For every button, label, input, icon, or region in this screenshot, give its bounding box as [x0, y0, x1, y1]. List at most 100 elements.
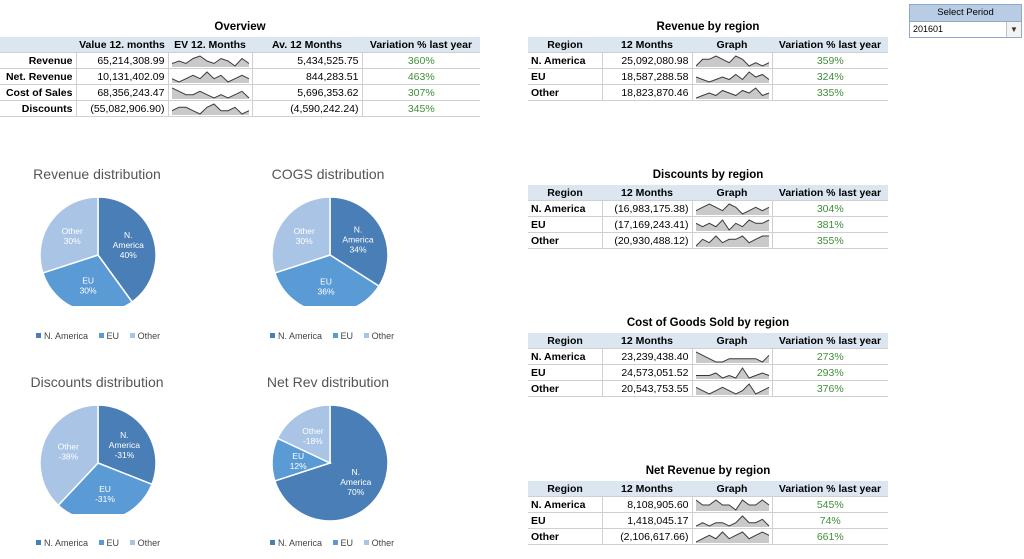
sparkline-cell[interactable]	[692, 348, 773, 365]
value-cell[interactable]: 20,543,753.55	[602, 380, 693, 397]
variation-cell[interactable]: 381%	[772, 216, 888, 233]
value-cell[interactable]: (17,169,243.41)	[602, 216, 693, 233]
sparkline-cell[interactable]	[692, 200, 773, 217]
period-selector[interactable]: Select Period 201601 ▼	[909, 4, 1022, 38]
sparkline-cell[interactable]	[692, 528, 773, 545]
variation-cell[interactable]: 661%	[772, 528, 888, 545]
value-cell[interactable]: 24,573,051.52	[602, 364, 693, 381]
variation-cell[interactable]: 304%	[772, 200, 888, 217]
period-dropdown[interactable]: 201601 ▼	[910, 21, 1021, 37]
sparkline-cell[interactable]	[168, 84, 253, 101]
region-cell[interactable]: N. America	[528, 52, 603, 69]
sparkline-cell[interactable]	[692, 232, 773, 249]
pie-slice-eu[interactable]	[273, 254, 381, 306]
region-cell[interactable]: N. America	[528, 496, 603, 513]
value-cell[interactable]: (20,930,488.12)	[602, 232, 693, 249]
region-cell[interactable]: Other	[528, 528, 603, 545]
value-cell[interactable]: 1,418,045.17	[602, 512, 693, 529]
table-row[interactable]: Discounts (55,082,906.90) (4,590,242.24)…	[0, 100, 480, 117]
region-cell[interactable]: Other	[528, 380, 603, 397]
sparkline-cell[interactable]	[692, 68, 773, 85]
value-cell[interactable]: (55,082,906.90)	[76, 100, 169, 117]
value-cell[interactable]: 18,587,288.58	[602, 68, 693, 85]
value-cell[interactable]: (2,106,617.66)	[602, 528, 693, 545]
variation-cell[interactable]: 463%	[362, 68, 480, 85]
pie-slice-other[interactable]	[39, 404, 99, 507]
table-row[interactable]: N. America 23,239,438.40 273%	[528, 348, 888, 365]
table-row[interactable]: Cost of Sales 68,356,243.47 5,696,353.62…	[0, 84, 480, 101]
variation-cell[interactable]: 376%	[772, 380, 888, 397]
region-cell[interactable]: EU	[528, 512, 603, 529]
chevron-down-icon[interactable]: ▼	[1006, 22, 1021, 37]
table-row[interactable]: N. America 25,092,080.98 359%	[528, 52, 888, 69]
variation-cell[interactable]: 545%	[772, 496, 888, 513]
table-row[interactable]: Net. Revenue 10,131,402.09 844,283.51 46…	[0, 68, 480, 85]
sparkline-cell[interactable]	[692, 52, 773, 69]
variation-cell[interactable]: 359%	[772, 52, 888, 69]
variation-cell[interactable]: 355%	[772, 232, 888, 249]
avg-cell[interactable]: 5,696,353.62	[252, 84, 363, 101]
row-label[interactable]: Revenue	[0, 52, 77, 69]
sparkline-cell[interactable]	[692, 364, 773, 381]
sparkline-cell[interactable]	[692, 496, 773, 513]
row-label[interactable]: Cost of Sales	[0, 84, 77, 101]
region-cell[interactable]: N. America	[528, 200, 603, 217]
pie-slice-n-america[interactable]	[97, 196, 157, 303]
value-cell[interactable]: 65,214,308.99	[76, 52, 169, 69]
region-cell[interactable]: EU	[528, 364, 603, 381]
pie-slice-other[interactable]	[271, 196, 331, 274]
table-row[interactable]: Other (20,930,488.12) 355%	[528, 232, 888, 249]
pie-slice-label: EU 12%	[290, 451, 307, 471]
table-row[interactable]: EU 18,587,288.58 324%	[528, 68, 888, 85]
sparkline-cell[interactable]	[692, 512, 773, 529]
value-cell[interactable]: 68,356,243.47	[76, 84, 169, 101]
variation-cell[interactable]: 307%	[362, 84, 480, 101]
legend-swatch-n-america	[270, 540, 275, 545]
pie-slice-label: N. America 70%	[340, 467, 371, 497]
row-label[interactable]: Discounts	[0, 100, 77, 117]
variation-cell[interactable]: 74%	[772, 512, 888, 529]
table-row[interactable]: EU 24,573,051.52 293%	[528, 364, 888, 381]
pie-slice-other[interactable]	[276, 404, 331, 465]
sparkline-cell[interactable]	[168, 100, 253, 117]
sparkline-cell[interactable]	[168, 68, 253, 85]
region-cell[interactable]: EU	[528, 216, 603, 233]
sparkline-cell[interactable]	[692, 84, 773, 101]
table-row[interactable]: Other (2,106,617.66) 661%	[528, 528, 888, 545]
value-cell[interactable]: 23,239,438.40	[602, 348, 693, 365]
table-row[interactable]: Other 18,823,870.46 335%	[528, 84, 888, 101]
row-label[interactable]: Net. Revenue	[0, 68, 77, 85]
sparkline-cell[interactable]	[168, 52, 253, 69]
sparkline-cell[interactable]	[692, 380, 773, 397]
avg-cell[interactable]: 5,434,525.75	[252, 52, 363, 69]
region-cell[interactable]: N. America	[528, 348, 603, 365]
pie-slice-other[interactable]	[39, 196, 99, 274]
pie-slice-n-america[interactable]	[97, 404, 157, 486]
value-cell[interactable]: 10,131,402.09	[76, 68, 169, 85]
table-row[interactable]: EU (17,169,243.41) 381%	[528, 216, 888, 233]
pie-slice-eu[interactable]	[57, 462, 153, 514]
variation-cell[interactable]: 360%	[362, 52, 480, 69]
value-cell[interactable]: 8,108,905.60	[602, 496, 693, 513]
avg-cell[interactable]: 844,283.51	[252, 68, 363, 85]
region-cell[interactable]: Other	[528, 232, 603, 249]
value-cell[interactable]: (16,983,175.38)	[602, 200, 693, 217]
value-cell[interactable]: 18,823,870.46	[602, 84, 693, 101]
table-row[interactable]: Revenue 65,214,308.99 5,434,525.75 360%	[0, 52, 480, 69]
table-row[interactable]: Other 20,543,753.55 376%	[528, 380, 888, 397]
pie-slice-eu[interactable]	[41, 254, 134, 306]
variation-cell[interactable]: 293%	[772, 364, 888, 381]
variation-cell[interactable]: 273%	[772, 348, 888, 365]
value-cell[interactable]: 25,092,080.98	[602, 52, 693, 69]
discounts-by-region-table: Region 12 Months Graph Variation % last yea…	[528, 185, 888, 249]
region-cell[interactable]: Other	[528, 84, 603, 101]
table-row[interactable]: EU 1,418,045.17 74%	[528, 512, 888, 529]
table-row[interactable]: N. America 8,108,905.60 545%	[528, 496, 888, 513]
sparkline-cell[interactable]	[692, 216, 773, 233]
region-cell[interactable]: EU	[528, 68, 603, 85]
variation-cell[interactable]: 335%	[772, 84, 888, 101]
table-row[interactable]: N. America (16,983,175.38) 304%	[528, 200, 888, 217]
variation-cell[interactable]: 324%	[772, 68, 888, 85]
variation-cell[interactable]: 345%	[362, 100, 480, 117]
avg-cell[interactable]: (4,590,242.24)	[252, 100, 363, 117]
